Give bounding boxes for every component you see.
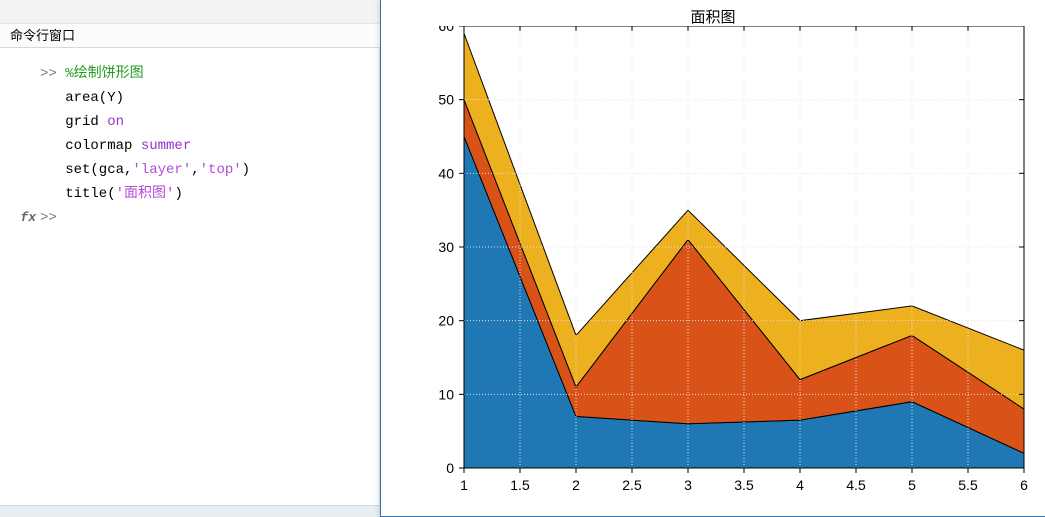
code-token: grid [40, 114, 107, 130]
code-token: title( [40, 186, 116, 202]
command-code-area[interactable]: fx >> %绘制饼形图 area(Y) grid on colormap su… [0, 48, 379, 517]
code-token: '面积图' [116, 186, 175, 202]
xtick-label: 6 [1020, 477, 1028, 493]
command-footer-strip [0, 505, 379, 517]
ytick-label: 50 [438, 92, 454, 108]
code-token: set(gca, [40, 162, 132, 178]
command-line: colormap summer [40, 134, 379, 158]
command-line: area(Y) [40, 86, 379, 110]
code-token: summer [141, 138, 191, 154]
code-token: >> [40, 66, 65, 82]
code-token: 'top' [200, 162, 242, 178]
code-token: %绘制饼形图 [65, 66, 143, 82]
command-lines: >> %绘制饼形图 area(Y) grid on colormap summe… [40, 62, 379, 230]
xtick-label: 2 [572, 477, 580, 493]
ytick-label: 30 [438, 239, 454, 255]
ytick-label: 10 [438, 386, 454, 402]
xtick-label: 3.5 [734, 477, 754, 493]
xtick-label: 3 [684, 477, 692, 493]
ytick-label: 0 [446, 460, 454, 476]
xtick-label: 5 [908, 477, 916, 493]
xtick-label: 2.5 [622, 477, 642, 493]
code-token: ) [174, 186, 182, 202]
fx-prompt-icon: fx [0, 206, 36, 230]
figure-window: 面积图 11.522.533.544.555.560102030405060 [380, 0, 1045, 517]
code-token: ) [242, 162, 250, 178]
code-token: area(Y) [40, 90, 124, 106]
command-window-title: 命令行窗口 [0, 24, 380, 48]
code-token: colormap [40, 138, 141, 154]
xtick-label: 4 [796, 477, 804, 493]
xtick-label: 1.5 [510, 477, 530, 493]
area-chart: 11.522.533.544.555.560102030405060 [411, 26, 1041, 504]
xtick-label: 4.5 [846, 477, 866, 493]
xtick-label: 1 [460, 477, 468, 493]
command-gutter: fx [0, 62, 36, 230]
command-window-panel: 命令行窗口 fx >> %绘制饼形图 area(Y) grid on color… [0, 0, 380, 517]
command-tab-strip [0, 0, 380, 24]
command-line: grid on [40, 110, 379, 134]
xtick-label: 5.5 [958, 477, 978, 493]
ytick-label: 20 [438, 313, 454, 329]
command-line: title('面积图') [40, 182, 379, 206]
command-line: >> %绘制饼形图 [40, 62, 379, 86]
chart-title: 面积图 [381, 6, 1045, 27]
ytick-label: 60 [438, 26, 454, 34]
command-line: >> [40, 206, 379, 230]
ytick-label: 40 [438, 165, 454, 181]
code-token: >> [40, 210, 57, 226]
code-token: 'layer' [132, 162, 191, 178]
command-line: set(gca,'layer','top') [40, 158, 379, 182]
code-token: on [107, 114, 124, 130]
code-token: , [191, 162, 199, 178]
